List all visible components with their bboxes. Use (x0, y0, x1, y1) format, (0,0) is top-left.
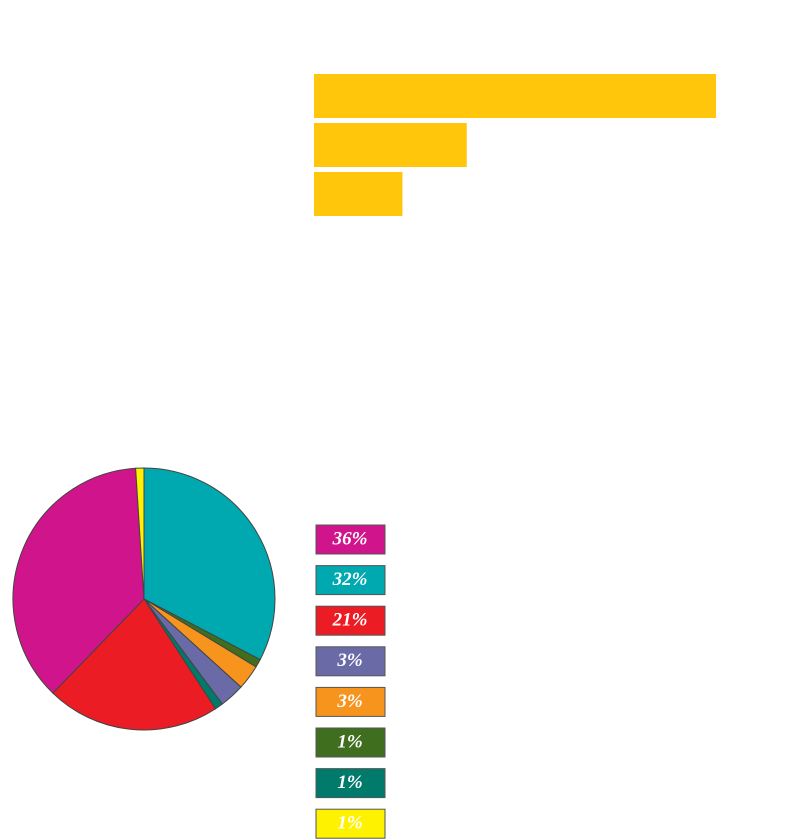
value-label: 36% (332, 528, 368, 549)
legend-swatch (315, 686, 386, 717)
legend-swatch (315, 524, 386, 555)
pie-slice (143, 467, 276, 661)
value-label: 21% (332, 610, 368, 631)
legend-swatch (315, 727, 386, 758)
value-label: 1% (337, 772, 362, 793)
pie-slice (135, 467, 145, 600)
bar (314, 74, 716, 118)
value-label: 1% (337, 813, 362, 834)
legend-swatch (315, 768, 386, 799)
pie-slice (12, 467, 145, 694)
bar (314, 123, 467, 167)
bar (314, 172, 403, 216)
value-label: 32% (332, 569, 368, 590)
value-label: 3% (336, 691, 362, 712)
value-label: 3% (336, 650, 362, 671)
legend-swatch (315, 605, 386, 636)
value-label: 1% (337, 731, 362, 752)
legend-swatch (315, 646, 386, 677)
pie-slice (52, 598, 217, 731)
legend-swatch (315, 565, 386, 596)
legend-swatch (315, 808, 386, 839)
